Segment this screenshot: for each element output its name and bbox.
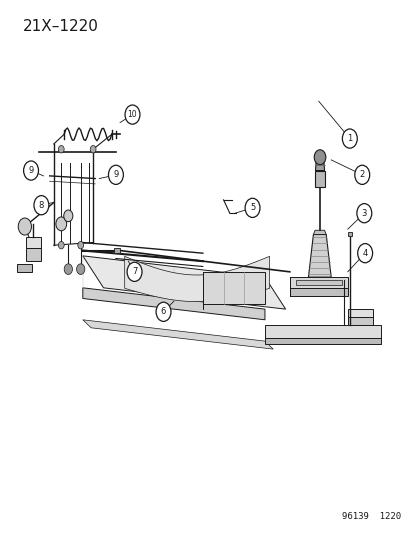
- Polygon shape: [17, 264, 32, 272]
- Polygon shape: [83, 288, 264, 320]
- Circle shape: [354, 165, 369, 184]
- Polygon shape: [26, 237, 41, 248]
- Polygon shape: [313, 230, 325, 235]
- Circle shape: [357, 244, 372, 263]
- Text: 7: 7: [132, 268, 137, 276]
- Circle shape: [18, 218, 31, 235]
- Polygon shape: [347, 317, 372, 325]
- Circle shape: [125, 105, 140, 124]
- Circle shape: [56, 217, 66, 231]
- Circle shape: [58, 241, 64, 249]
- Text: 4: 4: [362, 249, 367, 257]
- Circle shape: [78, 241, 83, 249]
- Polygon shape: [289, 288, 347, 296]
- Text: 9: 9: [113, 171, 118, 179]
- Circle shape: [90, 146, 96, 153]
- Text: 21X–1220: 21X–1220: [23, 19, 98, 34]
- Polygon shape: [264, 325, 380, 338]
- Polygon shape: [26, 248, 41, 261]
- Polygon shape: [347, 232, 351, 236]
- Polygon shape: [114, 248, 120, 253]
- Circle shape: [356, 204, 371, 223]
- Text: 6: 6: [161, 308, 166, 316]
- Circle shape: [76, 264, 85, 274]
- Text: 2: 2: [359, 171, 364, 179]
- Polygon shape: [295, 280, 341, 285]
- Polygon shape: [202, 272, 264, 304]
- Text: 96139  1220: 96139 1220: [342, 512, 401, 521]
- Circle shape: [24, 161, 38, 180]
- Polygon shape: [289, 277, 347, 288]
- Text: 8: 8: [39, 201, 44, 209]
- Polygon shape: [83, 320, 273, 349]
- Text: 10: 10: [127, 110, 137, 119]
- Text: 5: 5: [249, 204, 254, 212]
- Circle shape: [34, 196, 49, 215]
- Circle shape: [156, 302, 171, 321]
- Circle shape: [244, 198, 259, 217]
- Circle shape: [108, 165, 123, 184]
- Polygon shape: [308, 235, 330, 277]
- Text: 3: 3: [361, 209, 366, 217]
- Polygon shape: [83, 256, 285, 309]
- Polygon shape: [315, 160, 324, 171]
- Circle shape: [64, 264, 72, 274]
- Circle shape: [342, 129, 356, 148]
- Circle shape: [313, 150, 325, 165]
- Polygon shape: [315, 171, 324, 187]
- Text: 1: 1: [347, 134, 351, 143]
- Text: 9: 9: [28, 166, 33, 175]
- Polygon shape: [347, 309, 372, 317]
- Circle shape: [127, 262, 142, 281]
- Circle shape: [58, 146, 64, 153]
- Circle shape: [64, 210, 73, 222]
- Polygon shape: [264, 338, 380, 344]
